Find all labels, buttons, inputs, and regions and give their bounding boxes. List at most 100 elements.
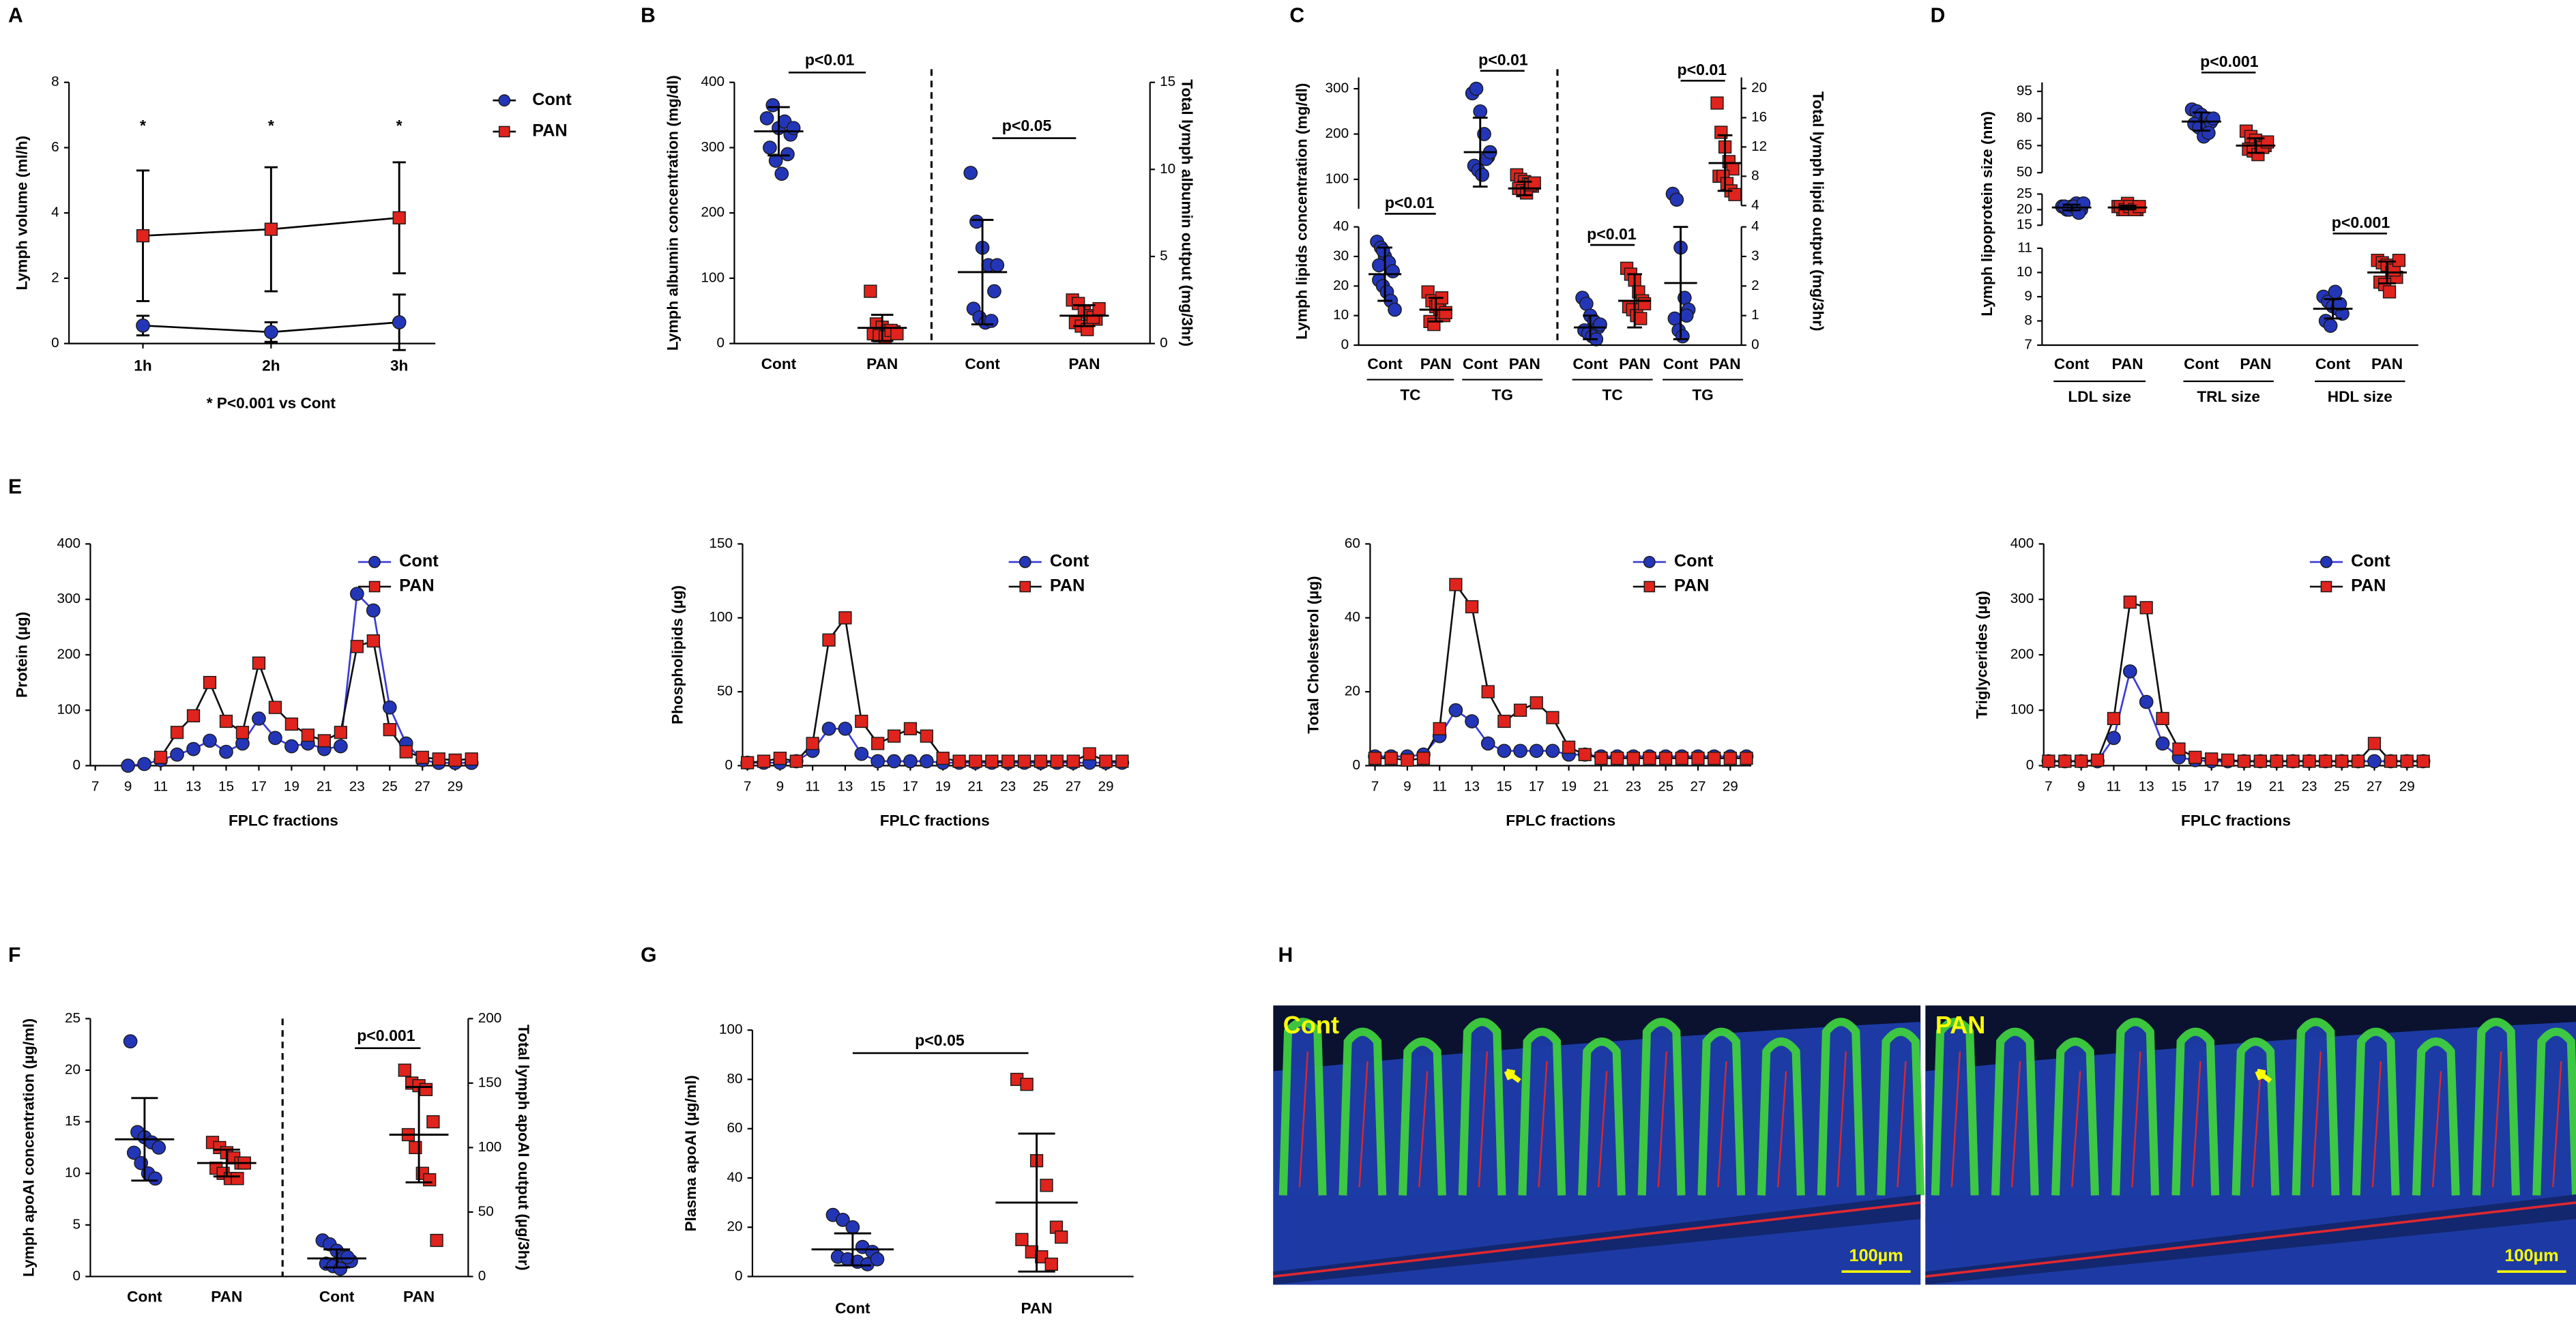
y-tick-label: 10 [2017, 264, 2032, 280]
x-tick-label: Cont [1367, 355, 1403, 372]
micrograph [1925, 1005, 2576, 1285]
data-point [1545, 743, 1560, 758]
data-point [1594, 752, 1608, 765]
data-point [838, 611, 852, 625]
data-point [366, 634, 380, 648]
data-point [1066, 754, 1080, 768]
y-tick-label: 0 [72, 757, 80, 773]
data-point [1546, 711, 1560, 724]
x-tick-label: 17 [1529, 778, 1545, 794]
villus [2292, 1018, 2340, 1196]
data-point [301, 728, 315, 742]
data-point [936, 752, 950, 765]
x-tick-label: Cont [127, 1288, 162, 1306]
data-point [1439, 306, 1452, 319]
y-tick-label: 200 [701, 205, 724, 220]
data-point [2107, 711, 2121, 726]
footnote: * P<0.001 vs Cont [207, 395, 336, 412]
data-point [1375, 243, 1390, 258]
data-point [1634, 312, 1648, 325]
panel-letter: B [641, 4, 656, 27]
y-tick-label: 1 [1751, 307, 1759, 323]
vessel [2311, 1051, 2322, 1188]
data-point [284, 717, 299, 731]
data-point [2319, 754, 2332, 768]
data-point [126, 1145, 141, 1160]
sd-bar [131, 1097, 158, 1182]
sd-bar [1673, 226, 1688, 340]
data-point [1083, 747, 1096, 761]
data-point [2201, 126, 2216, 141]
y-tick-label: 20 [1751, 80, 1767, 95]
data-point [903, 722, 918, 735]
data-point [334, 726, 347, 739]
x-axis-label: FPLC fractions [880, 812, 990, 829]
y-tick-label: 100 [2010, 702, 2034, 718]
y-tick-label: 200 [57, 646, 80, 662]
y-axis-label: Phospholipids (µg) [669, 585, 686, 724]
series-line [128, 591, 472, 767]
x-tick-label: 15 [1496, 778, 1512, 794]
data-point [136, 318, 150, 333]
data-point [419, 1082, 433, 1096]
arrow [1504, 1068, 1521, 1083]
villus [2352, 1027, 2400, 1196]
panel-letter: E [8, 475, 22, 498]
data-point [1679, 308, 1694, 323]
sd-bar [1717, 134, 1733, 192]
y-axis-label: Total lymph lipid output (mg/3hr) [1809, 91, 1826, 331]
data-point [1710, 96, 1724, 110]
villus [2171, 1027, 2220, 1196]
villus [1877, 1027, 1925, 1196]
y-tick-label: 8 [51, 74, 59, 89]
data-point [2253, 754, 2267, 768]
data-point [1740, 752, 1753, 765]
data-point [252, 656, 266, 670]
x-tick-label: 9 [1403, 778, 1411, 794]
data-point [759, 111, 774, 126]
y-tick-label: 15 [2017, 217, 2032, 233]
vessel [2431, 1071, 2442, 1188]
villus [2231, 1037, 2280, 1196]
data-point [2139, 601, 2153, 615]
villus [1931, 1018, 1979, 1196]
panel-letter: H [1278, 944, 1293, 967]
data-point [952, 754, 966, 768]
series-line [2048, 668, 2424, 763]
x-tick-label: PAN [2112, 355, 2143, 372]
data-point [838, 721, 853, 736]
y-tick-label: 60 [727, 1120, 742, 1136]
data-point [382, 700, 397, 715]
x-tick-label: 15 [870, 778, 886, 794]
panel-letter: A [8, 4, 23, 27]
x-tick-label: PAN [1068, 355, 1100, 372]
x-tick-label: 29 [2399, 778, 2415, 794]
y-axis-label: Total lymph apoAI output (µg/3hr) [515, 1025, 532, 1271]
y-tick-label: 200 [1326, 126, 1349, 141]
data-point [864, 284, 877, 298]
x-tick-label: Cont [965, 355, 1000, 372]
sd-bar [767, 106, 790, 157]
data-point [890, 327, 904, 340]
y-tick-label: 12 [1751, 138, 1767, 154]
x-tick-label: 25 [1658, 778, 1673, 794]
y-tick-label: 200 [2010, 646, 2034, 662]
data-point [186, 741, 201, 756]
x-tick-label: Cont [2315, 355, 2351, 372]
annotation: p<0.01 [1678, 61, 1727, 78]
x-tick-label: 25 [2334, 778, 2350, 794]
data-point [789, 754, 803, 768]
legend-label: Cont [1674, 552, 1714, 571]
data-point [264, 222, 278, 236]
data-point [1035, 1250, 1049, 1264]
villus [1817, 1018, 1865, 1196]
data-point [969, 754, 982, 768]
data-point [432, 752, 445, 766]
x-tick-label: 21 [967, 778, 983, 794]
data-point [1527, 176, 1541, 190]
data-point [2400, 754, 2414, 768]
data-point [984, 314, 999, 328]
